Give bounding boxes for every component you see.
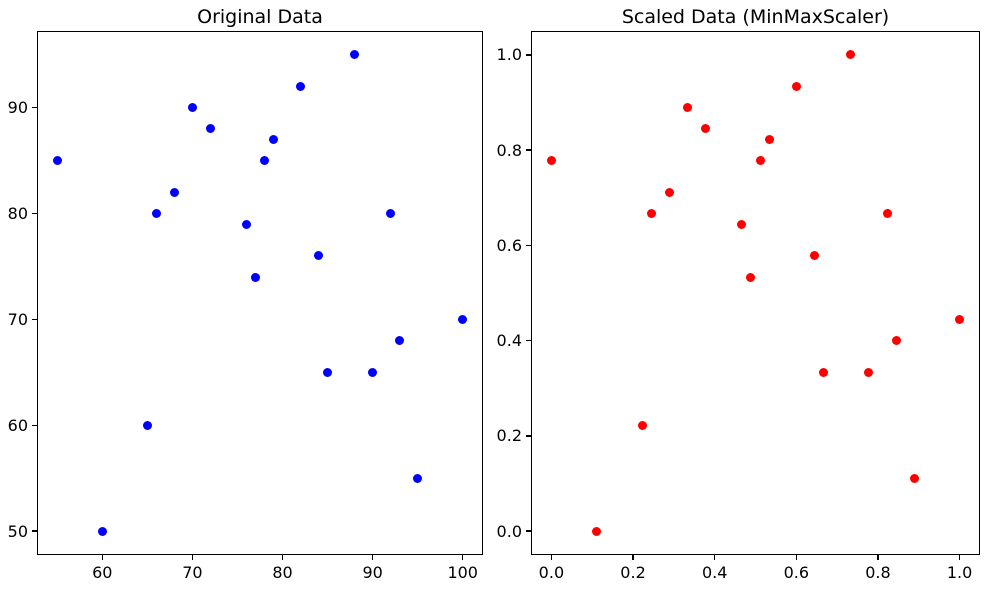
x-tick-label: 100 (447, 563, 478, 582)
data-point (664, 187, 674, 197)
y-tick-label: 0.4 (496, 331, 522, 351)
y-tick-label: 1.0 (496, 45, 522, 65)
y-tick-label: 0.0 (496, 521, 522, 541)
data-point (791, 82, 801, 92)
data-point (187, 103, 197, 113)
plot-title-scaled: Scaled Data (MinMaxScaler) (621, 6, 890, 28)
data-point (350, 50, 360, 60)
data-point (250, 272, 260, 282)
data-point (864, 367, 874, 377)
data-point (142, 420, 152, 430)
x-tick-label: 0.6 (783, 563, 810, 582)
data-point (737, 219, 747, 229)
x-tick-mark (101, 555, 103, 560)
y-tick-label: 60 (7, 415, 28, 435)
y-tick-mark (526, 244, 531, 247)
axes-box-scaled (531, 31, 980, 555)
x-tick-mark (713, 555, 716, 560)
data-point (52, 156, 62, 166)
data-point (909, 473, 919, 483)
data-point (97, 526, 107, 536)
y-tick-label: 90 (7, 98, 28, 118)
data-point (269, 135, 278, 144)
y-tick-label: 50 (7, 521, 28, 541)
data-point (891, 336, 901, 346)
x-tick-label: 0.0 (538, 563, 565, 582)
y-tick-label: 0.6 (496, 235, 522, 255)
x-tick-mark (958, 555, 961, 560)
data-point (637, 420, 647, 430)
data-point (260, 156, 269, 166)
x-tick-label: 70 (182, 563, 203, 582)
data-point (819, 367, 829, 377)
x-tick-label: 90 (362, 563, 383, 582)
x-tick-label: 0.2 (620, 563, 646, 582)
data-point (151, 209, 161, 219)
data-point (646, 209, 656, 219)
x-tick-mark (462, 555, 464, 560)
data-point (882, 209, 892, 219)
y-tick-mark (32, 107, 37, 109)
data-point (546, 156, 556, 166)
data-point (592, 526, 602, 536)
data-point (296, 82, 306, 92)
x-tick-mark (632, 555, 634, 560)
y-tick-label: 70 (7, 309, 28, 329)
data-point (314, 251, 324, 261)
data-point (701, 124, 711, 134)
data-point (413, 473, 423, 483)
data-point (205, 124, 215, 134)
y-tick-label: 0.2 (496, 426, 522, 446)
x-tick-label: 60 (92, 563, 113, 582)
data-point (323, 367, 333, 377)
x-tick-mark (281, 555, 284, 560)
plot-title-original: Original Data (197, 6, 323, 28)
y-tick-mark (32, 212, 37, 215)
data-point (368, 367, 378, 377)
x-tick-mark (877, 555, 879, 560)
x-tick-label: 0.8 (865, 563, 891, 582)
data-point (395, 336, 405, 346)
data-point (241, 219, 251, 229)
data-point (764, 135, 774, 145)
x-tick-mark (191, 555, 194, 560)
axes-box-original (37, 31, 483, 555)
x-tick-mark (550, 555, 553, 560)
data-point (746, 272, 756, 282)
y-tick-mark (32, 424, 37, 426)
x-tick-label: 80 (272, 563, 293, 582)
data-point (809, 251, 819, 261)
data-point (755, 156, 765, 166)
data-point (682, 103, 692, 113)
x-tick-mark (371, 555, 374, 560)
y-tick-label: 80 (7, 204, 28, 224)
x-tick-label: 1.0 (946, 563, 973, 582)
y-tick-mark (526, 530, 531, 532)
y-tick-mark (526, 149, 531, 151)
y-tick-mark (526, 54, 531, 56)
data-point (458, 314, 468, 324)
x-tick-label: 0.4 (701, 563, 728, 582)
data-point (846, 50, 856, 60)
data-point (386, 209, 396, 219)
y-tick-mark (526, 339, 531, 342)
y-tick-label: 0.8 (496, 140, 522, 160)
data-point (169, 187, 179, 197)
y-tick-mark (32, 318, 37, 321)
y-tick-mark (526, 435, 531, 437)
y-tick-mark (32, 530, 37, 532)
data-point (955, 314, 965, 324)
x-tick-mark (795, 555, 797, 560)
